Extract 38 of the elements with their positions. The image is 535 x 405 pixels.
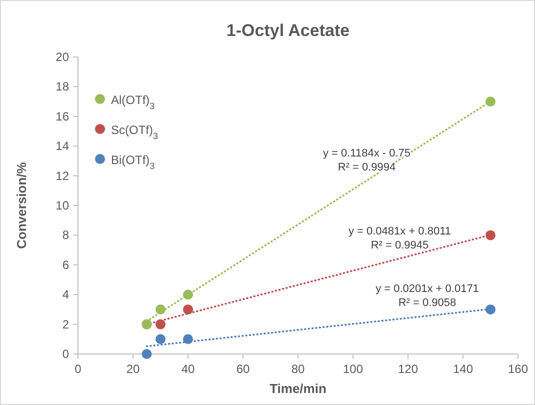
y-tick-label: 18 <box>56 80 70 94</box>
y-tick-label: 16 <box>56 109 70 124</box>
y-tick-label: 6 <box>62 258 70 272</box>
x-axis-title: Time/min <box>270 381 326 396</box>
x-tick-label: 60 <box>236 362 250 376</box>
legend-label: Al(OTf)$_{3}$ <box>111 93 155 111</box>
legend-label: Bi(OTf)$_{3}$ <box>111 153 155 171</box>
point <box>156 334 166 344</box>
x-tick-label: 140 <box>452 362 474 376</box>
annotation: y = 0.0201x + 0.0171 R² = 0.9058 <box>376 282 479 309</box>
point <box>142 349 152 359</box>
annotation: y = 0.0481x + 0.8011 R² = 0.9945 <box>348 226 452 252</box>
x-tick-label: 160 <box>508 362 528 376</box>
x-tick-label: 0 <box>74 362 82 376</box>
y-axis-title: Conversion/% <box>14 162 29 249</box>
y-tick-label: 20 <box>56 50 70 64</box>
legend-label: Sc(OTf)$_{3}$ <box>111 123 158 141</box>
point <box>486 96 496 107</box>
y-tick-label: 8 <box>62 228 70 242</box>
point <box>156 319 166 330</box>
x-tick-label: 40 <box>181 362 195 376</box>
chart-title: 1-Octyl Acetate <box>226 21 350 40</box>
y-tick-label: 12 <box>56 168 70 183</box>
point <box>183 334 193 344</box>
y-tick-label: 4 <box>62 288 70 302</box>
y-tick-label: 10 <box>56 198 70 212</box>
x-tick-label: 100 <box>342 362 364 376</box>
y-tick-label: 2 <box>62 317 70 332</box>
point <box>183 304 193 314</box>
y-tick-label: 0 <box>62 347 70 361</box>
point <box>486 304 496 314</box>
point <box>156 304 166 314</box>
x-tick-label: 120 <box>398 362 418 376</box>
x-tick-label: 20 <box>126 362 140 376</box>
point <box>486 230 496 240</box>
x-tick-label: 80 <box>291 362 305 376</box>
point <box>183 290 193 300</box>
y-tick-label: 14 <box>56 139 70 154</box>
